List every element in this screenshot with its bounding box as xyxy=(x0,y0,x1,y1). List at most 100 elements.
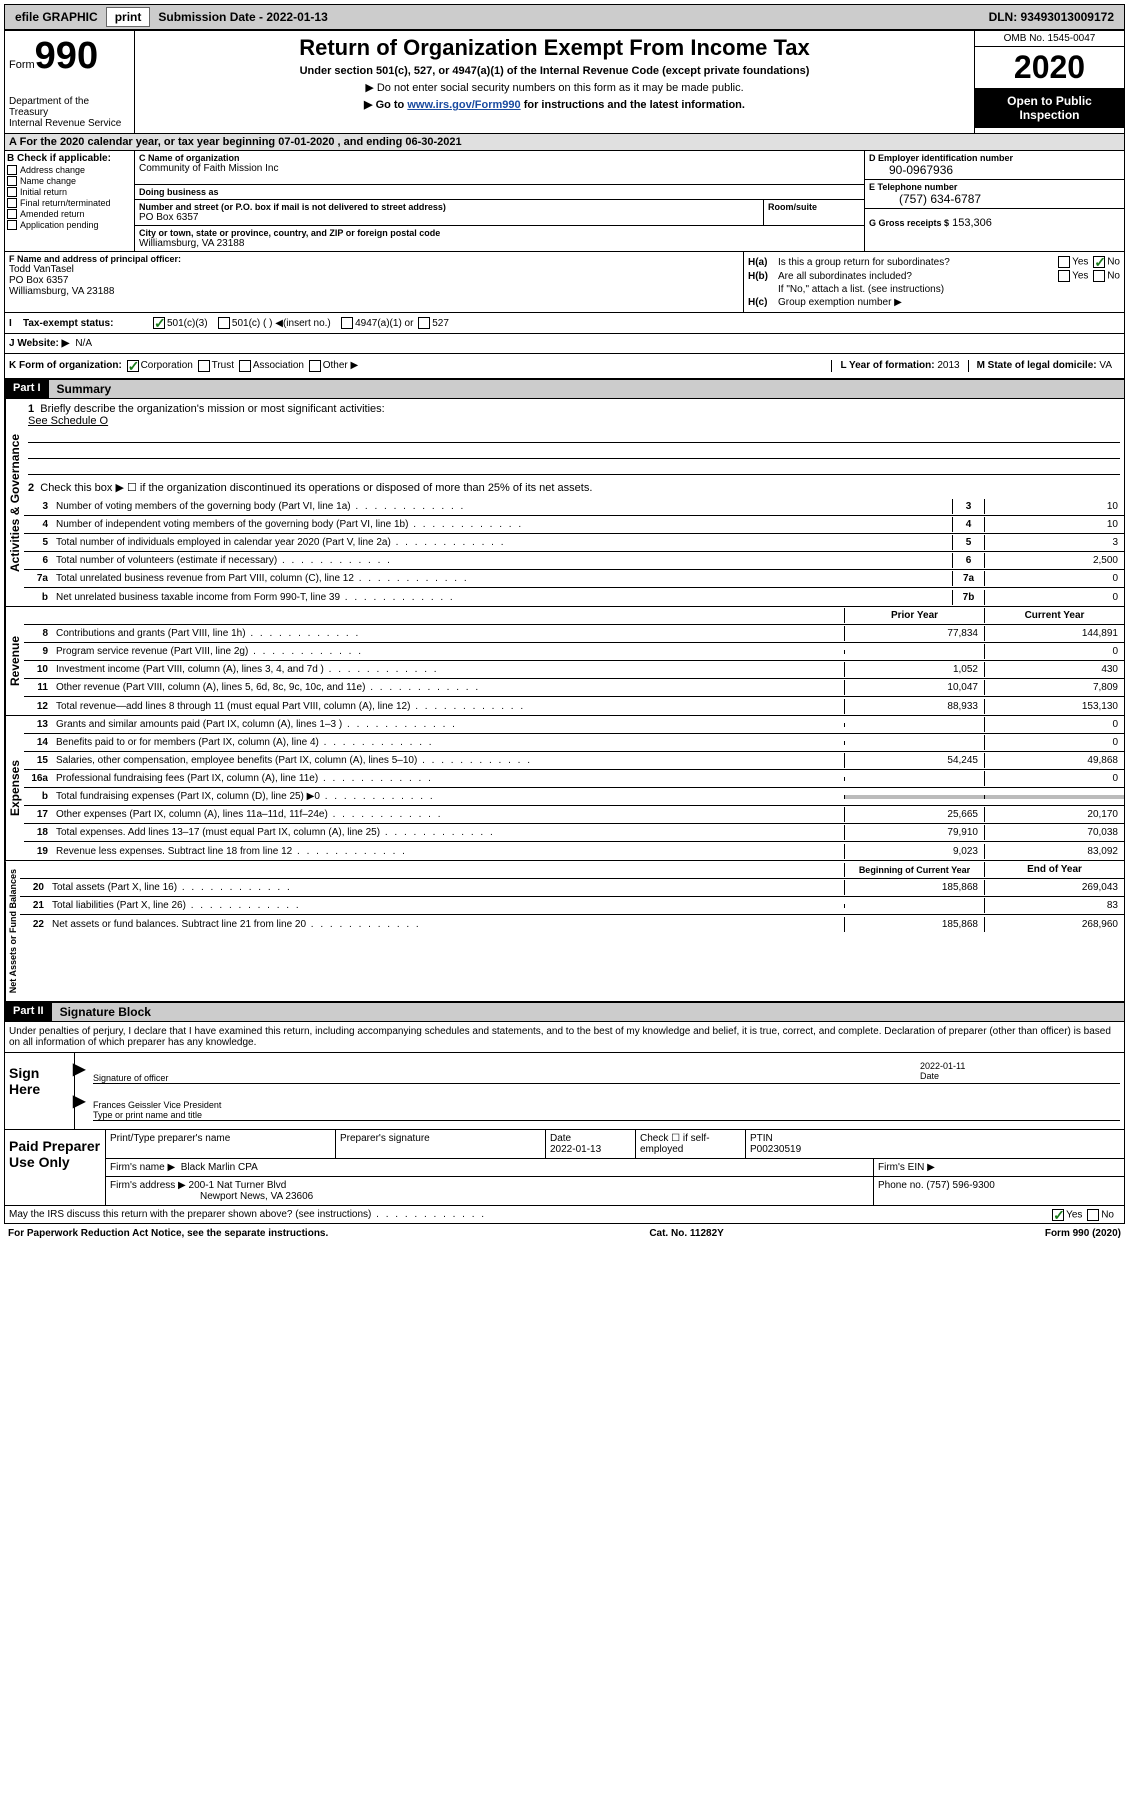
sign-here-label: Sign Here xyxy=(5,1053,75,1129)
mission-value: See Schedule O xyxy=(28,415,1120,427)
expense-line: 14Benefits paid to or for members (Part … xyxy=(24,734,1124,752)
signature-block: Under penalties of perjury, I declare th… xyxy=(4,1022,1125,1224)
org-name: Community of Faith Mission Inc xyxy=(139,163,860,174)
checkbox[interactable] xyxy=(7,209,17,219)
summary-line: 6Total number of volunteers (estimate if… xyxy=(24,552,1124,570)
expense-line: 19Revenue less expenses. Subtract line 1… xyxy=(24,842,1124,860)
gross-label: G Gross receipts $ xyxy=(869,218,949,228)
revenue-line: 9Program service revenue (Part VIII, lin… xyxy=(24,643,1124,661)
check-item: Application pending xyxy=(7,220,132,230)
part1-header: Part I Summary xyxy=(4,379,1125,399)
checkbox[interactable] xyxy=(7,165,17,175)
check-item: Final return/terminated xyxy=(7,198,132,208)
checkbox[interactable] xyxy=(7,220,17,230)
netassets-line: 20Total assets (Part X, line 16)185,8682… xyxy=(20,879,1124,897)
website-value: N/A xyxy=(75,338,92,349)
period-row: A For the 2020 calendar year, or tax yea… xyxy=(4,134,1125,151)
527-checkbox[interactable] xyxy=(418,317,430,329)
paperwork-notice: For Paperwork Reduction Act Notice, see … xyxy=(8,1228,328,1239)
part2-header: Part II Signature Block xyxy=(4,1002,1125,1022)
subtitle-1: Under section 501(c), 527, or 4947(a)(1)… xyxy=(139,65,970,77)
form-label: Form xyxy=(9,59,35,71)
ha-yes-checkbox[interactable] xyxy=(1058,256,1070,268)
paid-preparer-label: Paid Preparer Use Only xyxy=(5,1130,105,1205)
revenue-line: 10Investment income (Part VIII, column (… xyxy=(24,661,1124,679)
summary-line: 3Number of voting members of the governi… xyxy=(24,498,1124,516)
inspection-label: Open to Public Inspection xyxy=(975,88,1124,128)
main-title: Return of Organization Exempt From Incom… xyxy=(139,35,970,61)
k-row: K Form of organization: Corporation Trus… xyxy=(4,354,1125,379)
check-item: Initial return xyxy=(7,187,132,197)
501c3-checkbox[interactable] xyxy=(153,317,165,329)
omb-number: OMB No. 1545-0047 xyxy=(975,31,1124,47)
assoc-checkbox[interactable] xyxy=(239,360,251,372)
other-checkbox[interactable] xyxy=(309,360,321,372)
trust-checkbox[interactable] xyxy=(198,360,210,372)
4947-checkbox[interactable] xyxy=(341,317,353,329)
netassets-section: Net Assets or Fund Balances Beginning of… xyxy=(4,861,1125,1002)
col-d: D Employer identification number 90-0967… xyxy=(864,151,1124,251)
netassets-line: 22Net assets or fund balances. Subtract … xyxy=(20,915,1124,933)
section-fh: F Name and address of principal officer:… xyxy=(4,252,1125,313)
h-col: H(a) Is this a group return for subordin… xyxy=(744,252,1124,312)
f-label: F Name and address of principal officer: xyxy=(9,254,739,264)
officer-addr1: PO Box 6357 xyxy=(9,275,739,286)
activities-governance: Activities & Governance 1 Briefly descri… xyxy=(4,399,1125,607)
check-item: Address change xyxy=(7,165,132,175)
cat-number: Cat. No. 11282Y xyxy=(649,1228,723,1239)
form-number: 990 xyxy=(35,35,98,78)
f-col: F Name and address of principal officer:… xyxy=(5,252,744,312)
print-button[interactable]: print xyxy=(106,7,151,27)
title-cell: Return of Organization Exempt From Incom… xyxy=(135,31,974,133)
year-cell: OMB No. 1545-0047 2020 Open to Public In… xyxy=(974,31,1124,133)
section-bcd: B Check if applicable: Address changeNam… xyxy=(4,151,1125,252)
col-c: C Name of organization Community of Fait… xyxy=(135,151,864,251)
ha-no-checkbox[interactable] xyxy=(1093,256,1105,268)
summary-line: 7aTotal unrelated business revenue from … xyxy=(24,570,1124,588)
ein-value: 90-0967936 xyxy=(869,163,1120,177)
dept-label: Department of the Treasury Internal Reve… xyxy=(9,96,130,129)
expense-line: 15Salaries, other compensation, employee… xyxy=(24,752,1124,770)
hb-no-checkbox[interactable] xyxy=(1093,270,1105,282)
corp-checkbox[interactable] xyxy=(127,360,139,372)
dln: DLN: 93493013009172 xyxy=(981,8,1122,26)
gross-value: 153,306 xyxy=(952,217,992,229)
subtitle-2: ▶ Do not enter social security numbers o… xyxy=(139,81,970,94)
form-footer: Form 990 (2020) xyxy=(1045,1228,1121,1239)
efile-label: efile GRAPHIC xyxy=(7,8,106,26)
officer-name: Todd VanTasel xyxy=(9,264,739,275)
b-label: B Check if applicable: xyxy=(7,153,132,164)
phone-value: (757) 634-6787 xyxy=(869,192,1120,206)
vert-exp: Expenses xyxy=(5,716,24,860)
discuss-no-checkbox[interactable] xyxy=(1087,1209,1099,1221)
form-container: efile GRAPHIC print Submission Date - 20… xyxy=(0,0,1129,1247)
expense-line: 18Total expenses. Add lines 13–17 (must … xyxy=(24,824,1124,842)
revenue-section: Revenue Prior Year Current Year 8Contrib… xyxy=(4,607,1125,716)
netassets-line: 21Total liabilities (Part X, line 26)83 xyxy=(20,897,1124,915)
vert-rev: Revenue xyxy=(5,607,24,715)
checkbox[interactable] xyxy=(7,187,17,197)
revenue-line: 8Contributions and grants (Part VIII, li… xyxy=(24,625,1124,643)
revenue-line: 11Other revenue (Part VIII, column (A), … xyxy=(24,679,1124,697)
street-value: PO Box 6357 xyxy=(139,212,759,223)
top-bar: efile GRAPHIC print Submission Date - 20… xyxy=(4,4,1125,30)
501c-checkbox[interactable] xyxy=(218,317,230,329)
checkbox[interactable] xyxy=(7,176,17,186)
footer: For Paperwork Reduction Act Notice, see … xyxy=(4,1224,1125,1243)
discuss-yes-checkbox[interactable] xyxy=(1052,1209,1064,1221)
form-header: Form 990 Department of the Treasury Inte… xyxy=(4,30,1125,134)
hb-yes-checkbox[interactable] xyxy=(1058,270,1070,282)
vert-ag: Activities & Governance xyxy=(5,399,24,606)
website-row: J Website: ▶ N/A xyxy=(4,334,1125,354)
submission-date: Submission Date - 2022-01-13 xyxy=(150,8,335,26)
tax-status-row: I Tax-exempt status: 501(c)(3) 501(c) ( … xyxy=(4,313,1125,334)
expense-line: 13Grants and similar amounts paid (Part … xyxy=(24,716,1124,734)
checkbox[interactable] xyxy=(7,198,17,208)
expense-line: 16aProfessional fundraising fees (Part I… xyxy=(24,770,1124,788)
col-b: B Check if applicable: Address changeNam… xyxy=(5,151,135,251)
revenue-line: 12Total revenue—add lines 8 through 11 (… xyxy=(24,697,1124,715)
summary-line: 4Number of independent voting members of… xyxy=(24,516,1124,534)
subtitle-3: ▶ Go to www.irs.gov/Form990 for instruct… xyxy=(139,98,970,111)
vert-na: Net Assets or Fund Balances xyxy=(5,861,20,1001)
instructions-link[interactable]: www.irs.gov/Form990 xyxy=(407,99,520,111)
